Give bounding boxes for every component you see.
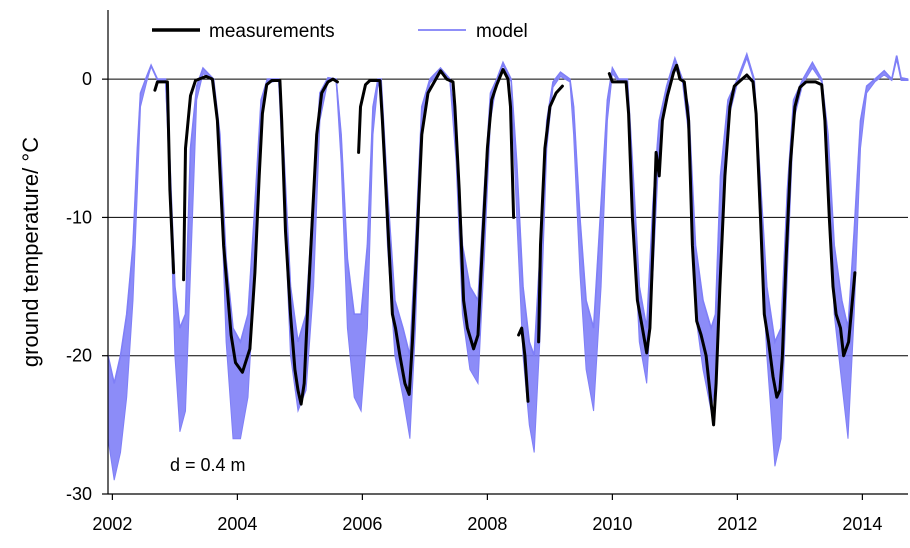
x-tick-label-4: 2010 — [592, 514, 632, 534]
x-tick-label-0: 2002 — [92, 514, 132, 534]
legend-label-measurements: measurements — [209, 21, 335, 42]
x-tick-label-5: 2012 — [717, 514, 757, 534]
x-tick-label-2: 2006 — [342, 514, 382, 534]
measurements-segment-4 — [537, 84, 564, 344]
model-series — [107, 51, 909, 481]
measurements-series — [153, 63, 857, 427]
y-tick-label-1: -10 — [66, 207, 92, 227]
y-tick-label-3: -30 — [66, 484, 92, 504]
x-tick-label-1: 2004 — [217, 514, 257, 534]
legend-label-model: model — [476, 21, 528, 42]
x-tick-label-6: 2014 — [842, 514, 882, 534]
measurements-segment-3 — [517, 326, 530, 403]
legend: measurements model — [152, 21, 528, 42]
measurements-segment-0 — [153, 80, 176, 275]
y-axis-label: ground temperature/ °C — [18, 137, 43, 367]
model-band — [107, 52, 909, 481]
y-tick-label-0: 0 — [82, 69, 92, 89]
measurements-segment-1 — [182, 74, 339, 406]
measurements-segment-5 — [607, 63, 857, 427]
model-line — [107, 51, 909, 384]
measurements-segment-2 — [357, 68, 516, 396]
axes — [102, 10, 908, 500]
depth-annotation: d = 0.4 m — [170, 455, 246, 475]
x-tick-label-3: 2008 — [467, 514, 507, 534]
y-tick-label-2: -20 — [66, 346, 92, 366]
